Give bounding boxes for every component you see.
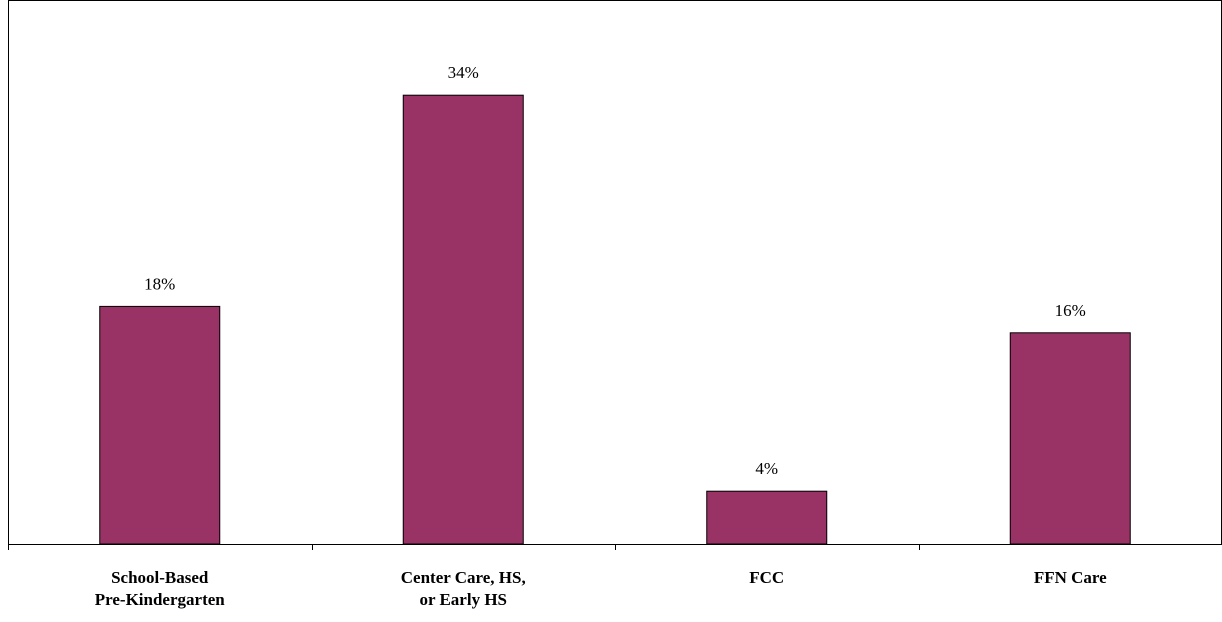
bar <box>1010 333 1130 544</box>
category-label: FFN Care <box>1034 568 1107 587</box>
bar <box>100 306 220 544</box>
category-labels-layer: School-Based Pre-Kindergarten Center Care,… <box>95 568 1107 609</box>
category-label: Pre-Kindergarten <box>95 590 226 609</box>
bar <box>707 491 827 544</box>
bars-layer <box>100 95 1131 544</box>
bar <box>403 95 523 544</box>
bar-value-label: 18% <box>144 274 175 293</box>
value-labels-layer: 18% 34% 4% 16% <box>144 63 1086 478</box>
category-label: School-Based <box>111 568 209 587</box>
bar-value-label: 4% <box>755 459 778 478</box>
category-label: or Early HS <box>419 590 507 609</box>
category-label: FCC <box>749 568 784 587</box>
bar-value-label: 16% <box>1055 301 1086 320</box>
category-label: Center Care, HS, <box>401 568 526 587</box>
bar-value-label: 34% <box>448 63 479 82</box>
